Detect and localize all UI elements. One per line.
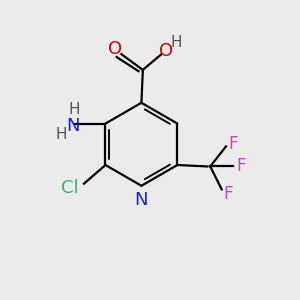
Text: F: F — [236, 158, 245, 175]
Text: H: H — [170, 35, 182, 50]
Text: O: O — [108, 40, 122, 58]
Text: H: H — [68, 102, 80, 117]
Text: H: H — [56, 128, 68, 142]
Text: F: F — [223, 184, 232, 202]
Text: N: N — [66, 117, 79, 135]
Text: N: N — [135, 191, 148, 209]
Text: F: F — [229, 135, 238, 153]
Text: Cl: Cl — [61, 179, 78, 197]
Text: O: O — [159, 42, 173, 60]
